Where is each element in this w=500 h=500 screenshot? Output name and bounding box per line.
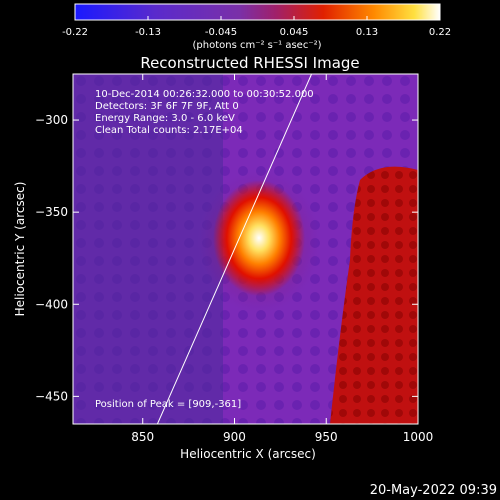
colorbar-unit-label: (photons cm⁻² s⁻¹ asec⁻²)	[192, 40, 321, 51]
red-emission-region	[330, 166, 418, 424]
colorbar-tick-label: -0.13	[135, 27, 161, 38]
heatmap-image	[73, 74, 418, 424]
colorbar: -0.22 -0.13 -0.045 0.045 0.13 0.22 (photons c…	[62, 3, 451, 51]
x-axis-label: Heliocentric X (arcsec)	[180, 447, 316, 461]
colorbar-tick-label: 0.22	[429, 27, 451, 38]
x-tick-label: 850	[131, 430, 154, 444]
annotation-block: 10-Dec-2014 00:26:32.000 to 00:30:52.000…	[95, 89, 314, 136]
annotation-line: Energy Range: 3.0 - 6.0 keV	[95, 113, 235, 124]
x-axis-ticks: 850 900 950 1000	[131, 74, 433, 444]
chart-title: Reconstructed RHESSI Image	[140, 54, 359, 72]
annotation-line: Detectors: 3F 6F 7F 9F, Att 0	[95, 101, 239, 112]
y-axis-ticks: −300 −350 −400 −450	[35, 113, 418, 403]
peak-position-label: Position of Peak = [909,-361]	[95, 399, 241, 410]
solar-limb-line	[156, 74, 313, 424]
plot-frame	[72, 73, 419, 425]
footer-date: 20-May-2022 09:39	[370, 483, 497, 498]
flare-source	[213, 180, 305, 296]
y-tick-label: −300	[35, 113, 68, 127]
colorbar-ticks: -0.22 -0.13 -0.045 0.045 0.13 0.22	[62, 16, 451, 38]
x-tick-label: 900	[223, 430, 246, 444]
annotation-line: 10-Dec-2014 00:26:32.000 to 00:30:52.000	[95, 89, 314, 100]
x-tick-label: 1000	[403, 430, 434, 444]
colorbar-tick-label: -0.045	[205, 27, 237, 38]
colorbar-tick-label: 0.045	[280, 27, 309, 38]
y-tick-label: −400	[35, 297, 68, 311]
colorbar-gradient	[74, 3, 441, 21]
y-tick-label: −350	[35, 205, 68, 219]
colorbar-tick-label: 0.13	[356, 27, 378, 38]
colorbar-tick-label: -0.22	[62, 27, 88, 38]
annotation-line: Clean Total counts: 2.17E+04	[95, 125, 243, 136]
x-tick-label: 950	[315, 430, 338, 444]
y-tick-label: −450	[35, 389, 68, 403]
y-axis-label: Heliocentric Y (arcsec)	[13, 182, 27, 317]
